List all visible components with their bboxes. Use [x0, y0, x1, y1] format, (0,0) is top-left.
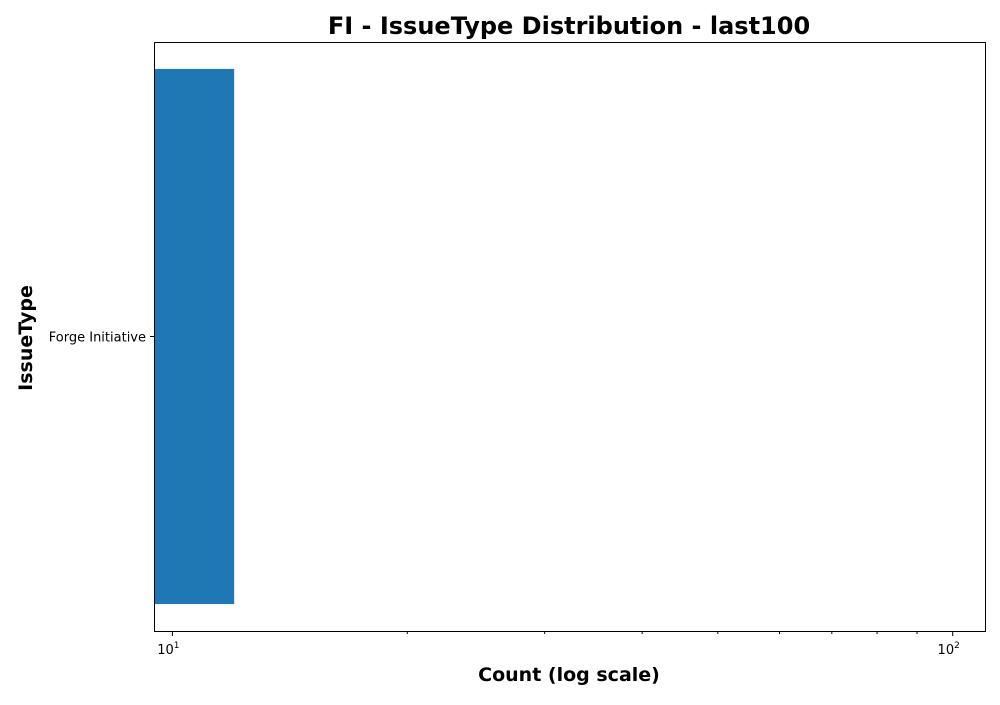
- bar: [155, 68, 235, 605]
- x-tick-label: 102: [938, 641, 960, 658]
- chart-title: FI - IssueType Distribution - last100: [328, 12, 810, 40]
- x-tick-label: 101: [157, 641, 179, 658]
- bars-group: [155, 68, 235, 605]
- x-axis-label: Count (log scale): [478, 664, 660, 686]
- y-axis-ticks: Forge Initiative: [49, 331, 155, 346]
- y-axis-label: IssueType: [15, 285, 37, 391]
- plot-frame: [154, 42, 986, 632]
- y-tick-label: Forge Initiative: [49, 331, 146, 346]
- x-axis-ticks: 101 102: [157, 631, 960, 658]
